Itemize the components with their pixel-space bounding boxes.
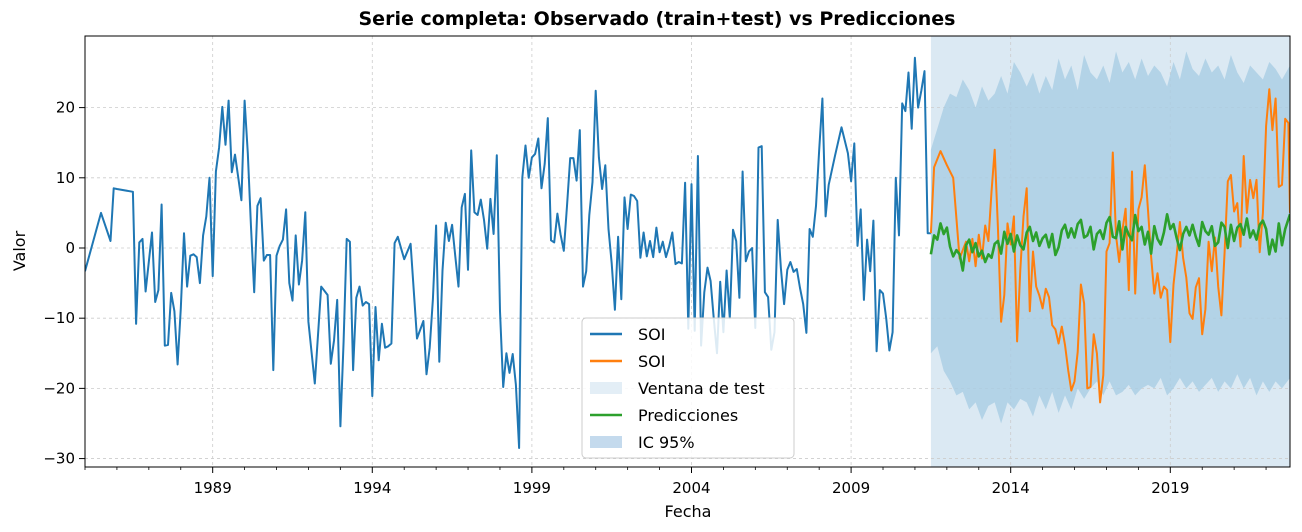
- x-tick-label: 2014: [992, 479, 1030, 497]
- y-tick-label: −10: [43, 309, 75, 327]
- legend-swatch-patch: [590, 436, 622, 448]
- y-tick-label: 10: [56, 169, 75, 187]
- plot-clip-group: [85, 36, 1290, 467]
- axes: 1989 1994 1999 2004 2009 2014 2019 −30 −20 −10 0 10…: [43, 35, 1291, 497]
- y-tick-label: −20: [43, 379, 75, 397]
- chart-title: Serie completa: Observado (train+test) v…: [359, 8, 956, 30]
- x-tick-label: 2004: [672, 479, 710, 497]
- x-tick-label: 1994: [353, 479, 391, 497]
- y-axis-label: Valor: [10, 230, 29, 271]
- x-tick-label: 1989: [194, 479, 232, 497]
- x-axis-label: Fecha: [665, 502, 712, 521]
- x-tick-label: 1999: [513, 479, 551, 497]
- x-tick-label: 2009: [832, 479, 870, 497]
- series-line-test: [929, 88, 1290, 404]
- series-line-forecast: [929, 213, 1290, 272]
- axes-frame: [84, 35, 1291, 468]
- plot-area: [85, 36, 1290, 467]
- legend-label: IC 95%: [638, 433, 695, 452]
- legend-swatch-patch: [590, 382, 622, 394]
- legend-box: [581, 317, 795, 459]
- x-tick-label: 2019: [1151, 479, 1189, 497]
- legend-label: SOI: [638, 325, 665, 344]
- series-line-train: [85, 56, 931, 449]
- y-tick-label: −30: [43, 450, 75, 468]
- legend-label: Predicciones: [638, 406, 738, 425]
- y-tick-label: 0: [65, 239, 75, 257]
- legend: SOI SOI Ventana de test Predicciones IC 95%: [581, 317, 795, 459]
- y-tick-label: 20: [56, 99, 75, 117]
- legend-label: Ventana de test: [638, 379, 765, 398]
- legend-label: SOI: [638, 352, 665, 371]
